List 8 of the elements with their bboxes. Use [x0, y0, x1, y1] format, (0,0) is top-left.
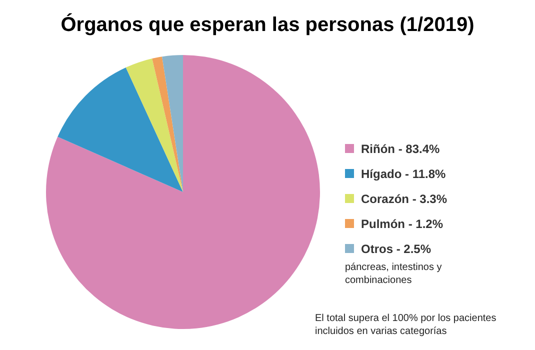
chart-title: Órganos que esperan las personas (1/2019): [60, 14, 476, 37]
legend-label: Riñón - 83.4%: [361, 142, 440, 156]
text: El total supera el 100% por los pacientes incluidos en varias categorías: [315, 312, 498, 338]
legend-label: Otros - 2.5%: [361, 242, 432, 256]
legend-label: Hígado - 11.8%: [361, 166, 446, 180]
legend-label: Corazón - 3.3%: [361, 192, 448, 206]
text: páncreas, intestinos y combinaciones: [345, 261, 443, 287]
legend-label: Pulmón - 1.2%: [361, 216, 444, 230]
